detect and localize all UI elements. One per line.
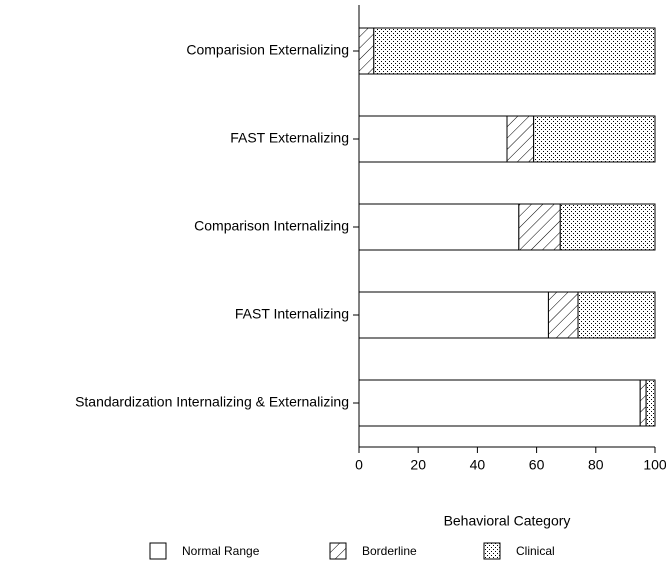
y-tick-label: FAST Internalizing: [235, 306, 349, 322]
bar-segment: [533, 115, 656, 163]
bar-segment: [358, 203, 520, 251]
x-tick-label: 80: [588, 457, 604, 473]
x-tick-label: 0: [355, 457, 363, 473]
bar-segment: [518, 203, 561, 251]
legend-swatch: [329, 542, 347, 560]
legend-swatch: [149, 542, 167, 560]
legend-label: Clinical: [516, 544, 555, 558]
y-tick-label: Comparision Externalizing: [186, 42, 349, 58]
x-tick-label: 20: [410, 457, 426, 473]
x-tick-label: 60: [529, 457, 545, 473]
bar-segment: [559, 203, 656, 251]
bar-segment: [506, 115, 535, 163]
x-tick-label: 100: [643, 457, 666, 473]
legend-swatch: [483, 542, 501, 560]
bar-segment: [547, 291, 579, 339]
bar-segment: [358, 379, 641, 427]
bar-segment: [577, 291, 656, 339]
bar-segment: [358, 27, 375, 75]
x-tick-label: 40: [470, 457, 486, 473]
bar-segment: [358, 291, 549, 339]
bar-segment: [358, 115, 508, 163]
y-tick-label: Standardization Internalizing & External…: [75, 394, 349, 410]
y-tick-label: Comparison Internalizing: [194, 218, 349, 234]
bar-segment: [645, 379, 656, 427]
bar-segment: [373, 27, 656, 75]
legend-label: Borderline: [362, 544, 417, 558]
x-axis-label: Behavioral Category: [444, 513, 571, 529]
legend-label: Normal Range: [182, 544, 260, 558]
y-tick-label: FAST Externalizing: [230, 130, 349, 146]
bar-segment: [639, 379, 647, 427]
